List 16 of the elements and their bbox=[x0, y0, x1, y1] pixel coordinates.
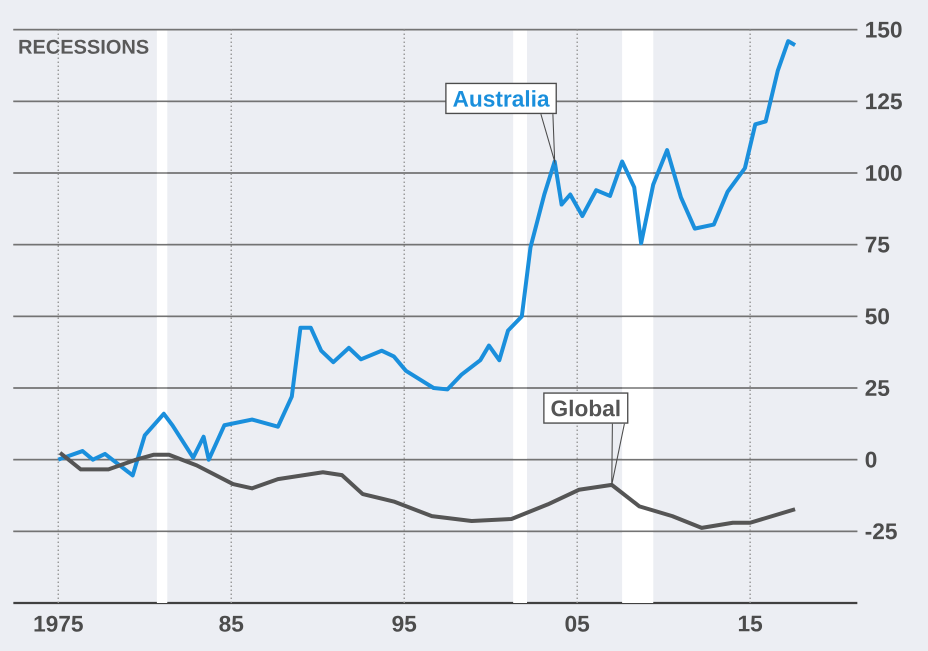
text: Global bbox=[551, 400, 620, 416]
x-tick-label: 1975 bbox=[34, 616, 83, 632]
x-tick-label: 95 bbox=[392, 616, 416, 632]
y-tick-label: 75 bbox=[866, 236, 890, 253]
x-tick-label: 15 bbox=[738, 616, 762, 632]
y-tick-label: 50 bbox=[865, 308, 889, 324]
y-tick-label: -25 bbox=[866, 523, 897, 540]
y-tick-label: 0 bbox=[866, 452, 876, 468]
y-tick-label: 100 bbox=[866, 164, 902, 182]
y-tick-label: 25 bbox=[866, 380, 890, 396]
y-tick-label: 125 bbox=[866, 93, 902, 110]
x-tick-label: 05 bbox=[565, 616, 590, 632]
y-tick-label: 150 bbox=[866, 22, 902, 38]
annotation: RECESSIONS bbox=[19, 40, 148, 54]
text: Australia bbox=[453, 90, 550, 107]
x-tick-label: 85 bbox=[219, 616, 244, 632]
